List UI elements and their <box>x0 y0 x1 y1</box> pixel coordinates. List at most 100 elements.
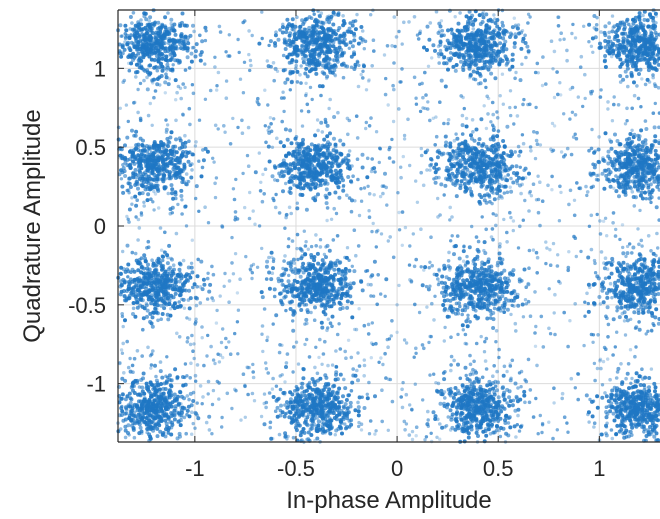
scatter-point <box>383 171 387 176</box>
scatter-point <box>204 29 208 33</box>
scatter-point <box>364 126 368 131</box>
scatter-point <box>347 46 351 50</box>
scatter-point <box>514 70 518 75</box>
scatter-point <box>589 213 594 218</box>
scatter-point <box>193 144 198 148</box>
scatter-point <box>128 165 133 170</box>
scatter-point <box>192 29 196 34</box>
scatter-point <box>488 316 493 320</box>
scatter-point <box>443 325 447 330</box>
scatter-point <box>130 128 134 133</box>
scatter-point <box>317 54 322 59</box>
scatter-point <box>386 103 390 107</box>
scatter-point <box>629 59 634 64</box>
scatter-point <box>614 227 618 232</box>
scatter-point <box>413 382 417 386</box>
scatter-point <box>141 176 146 181</box>
scatter-point <box>598 45 603 50</box>
scatter-point <box>433 180 438 185</box>
scatter-point <box>648 13 652 17</box>
scatter-point <box>598 302 603 306</box>
scatter-point <box>631 64 635 69</box>
scatter-point <box>180 198 184 202</box>
scatter-point <box>249 63 253 68</box>
scatter-point <box>557 219 562 223</box>
scatter-point <box>174 231 179 236</box>
scatter-point <box>295 246 299 251</box>
scatter-point <box>521 141 526 146</box>
scatter-point <box>470 151 475 156</box>
scatter-point <box>566 344 570 349</box>
scatter-point <box>373 170 377 174</box>
scatter-point <box>388 145 392 150</box>
scatter-point <box>273 66 278 71</box>
scatter-point <box>508 210 512 215</box>
scatter-point <box>345 193 349 198</box>
scatter-point <box>367 124 372 128</box>
scatter-point <box>432 318 436 322</box>
scatter-point <box>528 15 532 19</box>
scatter-point <box>151 349 155 353</box>
scatter-point <box>547 326 551 331</box>
scatter-point <box>266 371 271 375</box>
scatter-point <box>649 31 654 36</box>
scatter-point <box>297 176 302 181</box>
scatter-point <box>149 366 153 370</box>
scatter-point <box>400 42 404 46</box>
scatter-point <box>136 58 141 63</box>
scatter-point <box>294 63 299 68</box>
scatter-point <box>511 180 516 185</box>
scatter-point <box>148 15 153 20</box>
scatter-point <box>634 345 638 349</box>
scatter-point <box>322 41 327 46</box>
scatter-point <box>419 170 424 175</box>
scatter-point <box>591 171 596 176</box>
scatter-point <box>165 65 170 70</box>
scatter-point <box>523 298 528 302</box>
scatter-point <box>603 216 608 220</box>
scatter-point <box>558 184 562 189</box>
scatter-point <box>159 74 164 78</box>
scatter-point <box>324 201 329 206</box>
scatter-point <box>307 49 312 54</box>
scatter-point <box>338 138 343 143</box>
scatter-point <box>141 172 146 177</box>
scatter-point <box>480 168 484 173</box>
scatter-point <box>381 191 385 196</box>
scatter-point <box>509 176 513 181</box>
scatter-point <box>157 164 162 169</box>
scatter-point <box>294 146 299 151</box>
scatter-point <box>481 152 486 157</box>
scatter-point <box>194 379 198 383</box>
scatter-point <box>491 237 495 242</box>
scatter-point <box>408 403 412 407</box>
scatter-point <box>553 292 557 297</box>
scatter-point <box>214 176 219 180</box>
scatter-point <box>378 194 383 199</box>
scatter-point <box>287 33 292 38</box>
scatter-point <box>496 49 501 54</box>
scatter-point <box>189 261 194 265</box>
scatter-point <box>585 190 590 194</box>
scatter-point <box>260 36 264 41</box>
scatter-point <box>195 363 200 367</box>
scatter-point <box>573 36 578 40</box>
scatter-point <box>298 192 303 197</box>
scatter-point <box>160 177 165 182</box>
scatter-point <box>410 429 415 434</box>
scatter-point <box>304 302 309 307</box>
scatter-point <box>452 138 457 143</box>
scatter-point <box>128 185 133 189</box>
scatter-point <box>136 87 140 92</box>
scatter-point <box>369 13 373 17</box>
scatter-point <box>285 137 290 142</box>
scatter-point <box>357 63 361 68</box>
scatter-point <box>224 79 229 83</box>
scatter-point <box>557 15 561 19</box>
scatter-point <box>544 261 548 266</box>
scatter-point <box>210 264 214 269</box>
scatter-point <box>315 147 320 152</box>
scatter-point <box>321 59 326 64</box>
scatter-point <box>230 406 234 411</box>
scatter-point <box>289 141 294 146</box>
